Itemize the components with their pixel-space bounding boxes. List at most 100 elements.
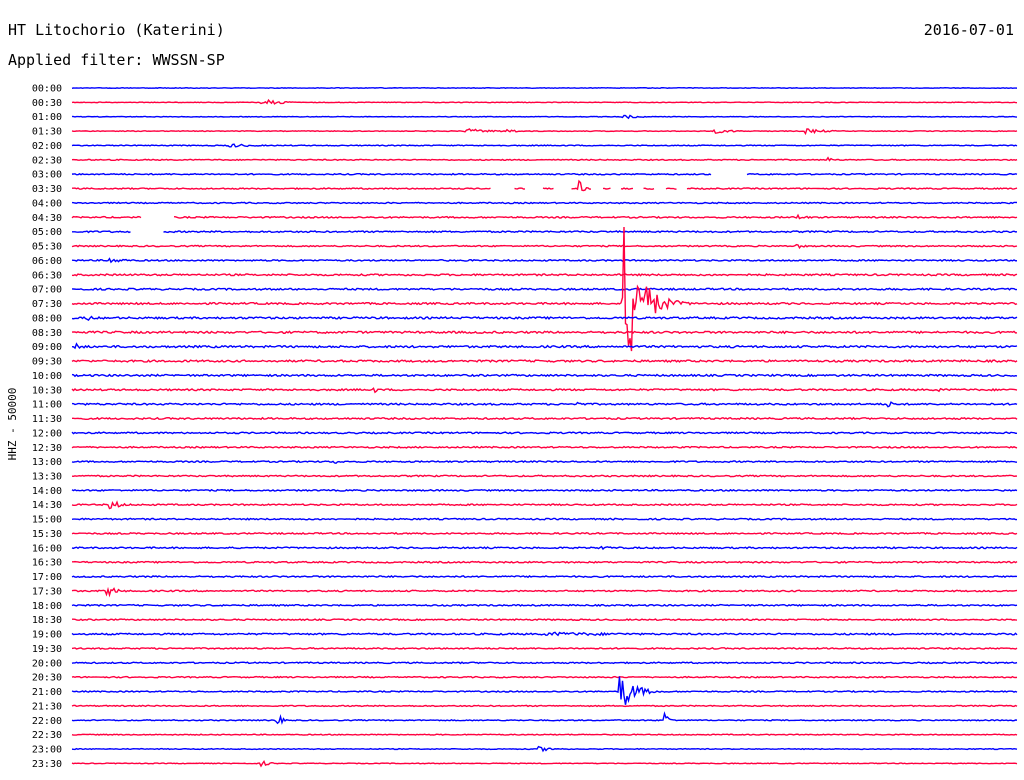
trace-1200 — [71, 431, 1018, 435]
row-label: 14:30 — [32, 500, 62, 511]
trace-0200 — [71, 143, 1018, 148]
trace-0900 — [71, 342, 1018, 350]
trace-1300 — [71, 459, 1018, 465]
trace-1530 — [71, 531, 1018, 536]
trace-1400 — [71, 488, 1018, 492]
y-axis-label: HHZ - 50000 — [6, 388, 19, 461]
row-label: 10:30 — [32, 385, 62, 396]
row-label: 04:30 — [32, 213, 62, 224]
row-label: 17:00 — [32, 572, 62, 583]
row-label: 09:00 — [32, 342, 62, 353]
trace-0830 — [71, 330, 1018, 335]
trace-0400 — [71, 201, 1018, 205]
trace-0330 — [71, 179, 1018, 192]
trace-0730 — [71, 226, 1018, 352]
trace-0000 — [71, 86, 1018, 90]
row-label: 22:00 — [32, 716, 62, 727]
trace-1700 — [71, 575, 1018, 579]
trace-1800 — [71, 603, 1018, 607]
row-label: 08:30 — [32, 328, 62, 339]
row-label: 21:00 — [32, 687, 62, 698]
trace-1600 — [71, 545, 1018, 551]
row-label: 16:30 — [32, 558, 62, 569]
row-label: 23:30 — [32, 759, 62, 770]
trace-2300 — [71, 745, 1018, 753]
row-label: 05:00 — [32, 227, 62, 238]
trace-0800 — [71, 315, 1018, 321]
trace-2200 — [71, 711, 1018, 725]
row-label: 15:30 — [32, 529, 62, 540]
row-label: 04:00 — [32, 198, 62, 209]
trace-0930 — [71, 359, 1018, 363]
row-label: 12:30 — [32, 443, 62, 454]
row-label: 03:00 — [32, 170, 62, 181]
trace-1100 — [71, 401, 1018, 408]
trace-0500 — [71, 230, 1018, 234]
trace-1230 — [71, 445, 1018, 449]
row-label: 18:00 — [32, 601, 62, 612]
trace-1930 — [71, 646, 1018, 650]
trace-1130 — [71, 416, 1018, 421]
trace-0130 — [71, 128, 1018, 136]
trace-2100 — [71, 676, 1018, 705]
row-label: 13:00 — [32, 457, 62, 468]
date-label: 2016-07-01 — [923, 21, 1014, 39]
row-label: 07:00 — [32, 285, 62, 296]
row-label: 06:00 — [32, 256, 62, 267]
trace-1730 — [71, 586, 1018, 598]
row-label: 12:00 — [32, 428, 62, 439]
trace-0630 — [71, 272, 1018, 277]
trace-0530 — [71, 243, 1018, 250]
row-label: 16:00 — [32, 543, 62, 554]
row-label: 20:30 — [32, 673, 62, 684]
row-label: 03:30 — [32, 184, 62, 195]
row-label: 19:00 — [32, 630, 62, 641]
row-label: 18:30 — [32, 615, 62, 626]
row-label: 15:00 — [32, 515, 62, 526]
filter-label: Applied filter: WWSSN-SP — [8, 51, 225, 69]
row-label-group: 00:00 00:30 01:00 01:30 02:00 02:30 03:00 03:30… — [32, 84, 62, 770]
row-label: 05:30 — [32, 242, 62, 253]
trace-1830 — [71, 618, 1018, 622]
trace-2330 — [71, 760, 1018, 768]
row-label: 09:30 — [32, 357, 62, 368]
row-label: 02:00 — [32, 141, 62, 152]
row-label: 10:00 — [32, 371, 62, 382]
row-label: 21:30 — [32, 701, 62, 712]
row-label: 07:30 — [32, 299, 62, 310]
station-title: HT Litochorio (Katerini) — [8, 21, 225, 39]
trace-0430 — [71, 213, 1018, 220]
trace-1900 — [71, 631, 1018, 637]
row-label: 00:30 — [32, 98, 62, 109]
row-label: 01:30 — [32, 127, 62, 138]
row-label: 11:30 — [32, 414, 62, 425]
trace-0700 — [71, 287, 1018, 291]
row-label: 20:00 — [32, 658, 62, 669]
trace-1500 — [71, 517, 1018, 521]
trace-0230 — [71, 156, 1018, 162]
trace-1330 — [71, 474, 1018, 478]
trace-2230 — [71, 733, 1018, 736]
row-label: 08:00 — [32, 313, 62, 324]
trace-1430 — [71, 500, 1018, 510]
trace-0300 — [71, 172, 1018, 176]
row-label: 02:30 — [32, 155, 62, 166]
trace-2130 — [71, 704, 1018, 708]
row-label: 23:00 — [32, 745, 62, 756]
row-label: 00:00 — [32, 84, 62, 95]
row-label: 11:00 — [32, 400, 62, 411]
row-label: 06:30 — [32, 270, 62, 281]
trace-2030 — [71, 675, 1018, 679]
row-label: 14:00 — [32, 486, 62, 497]
trace-0100 — [71, 114, 1018, 120]
row-label: 22:30 — [32, 730, 62, 741]
trace-1630 — [71, 560, 1018, 564]
trace-0030 — [71, 98, 1018, 105]
trace-1030 — [71, 387, 1018, 394]
trace-0600 — [71, 257, 1018, 264]
trace-group — [71, 86, 1018, 768]
row-label: 01:00 — [32, 112, 62, 123]
row-label: 13:30 — [32, 471, 62, 482]
trace-2000 — [71, 661, 1018, 665]
